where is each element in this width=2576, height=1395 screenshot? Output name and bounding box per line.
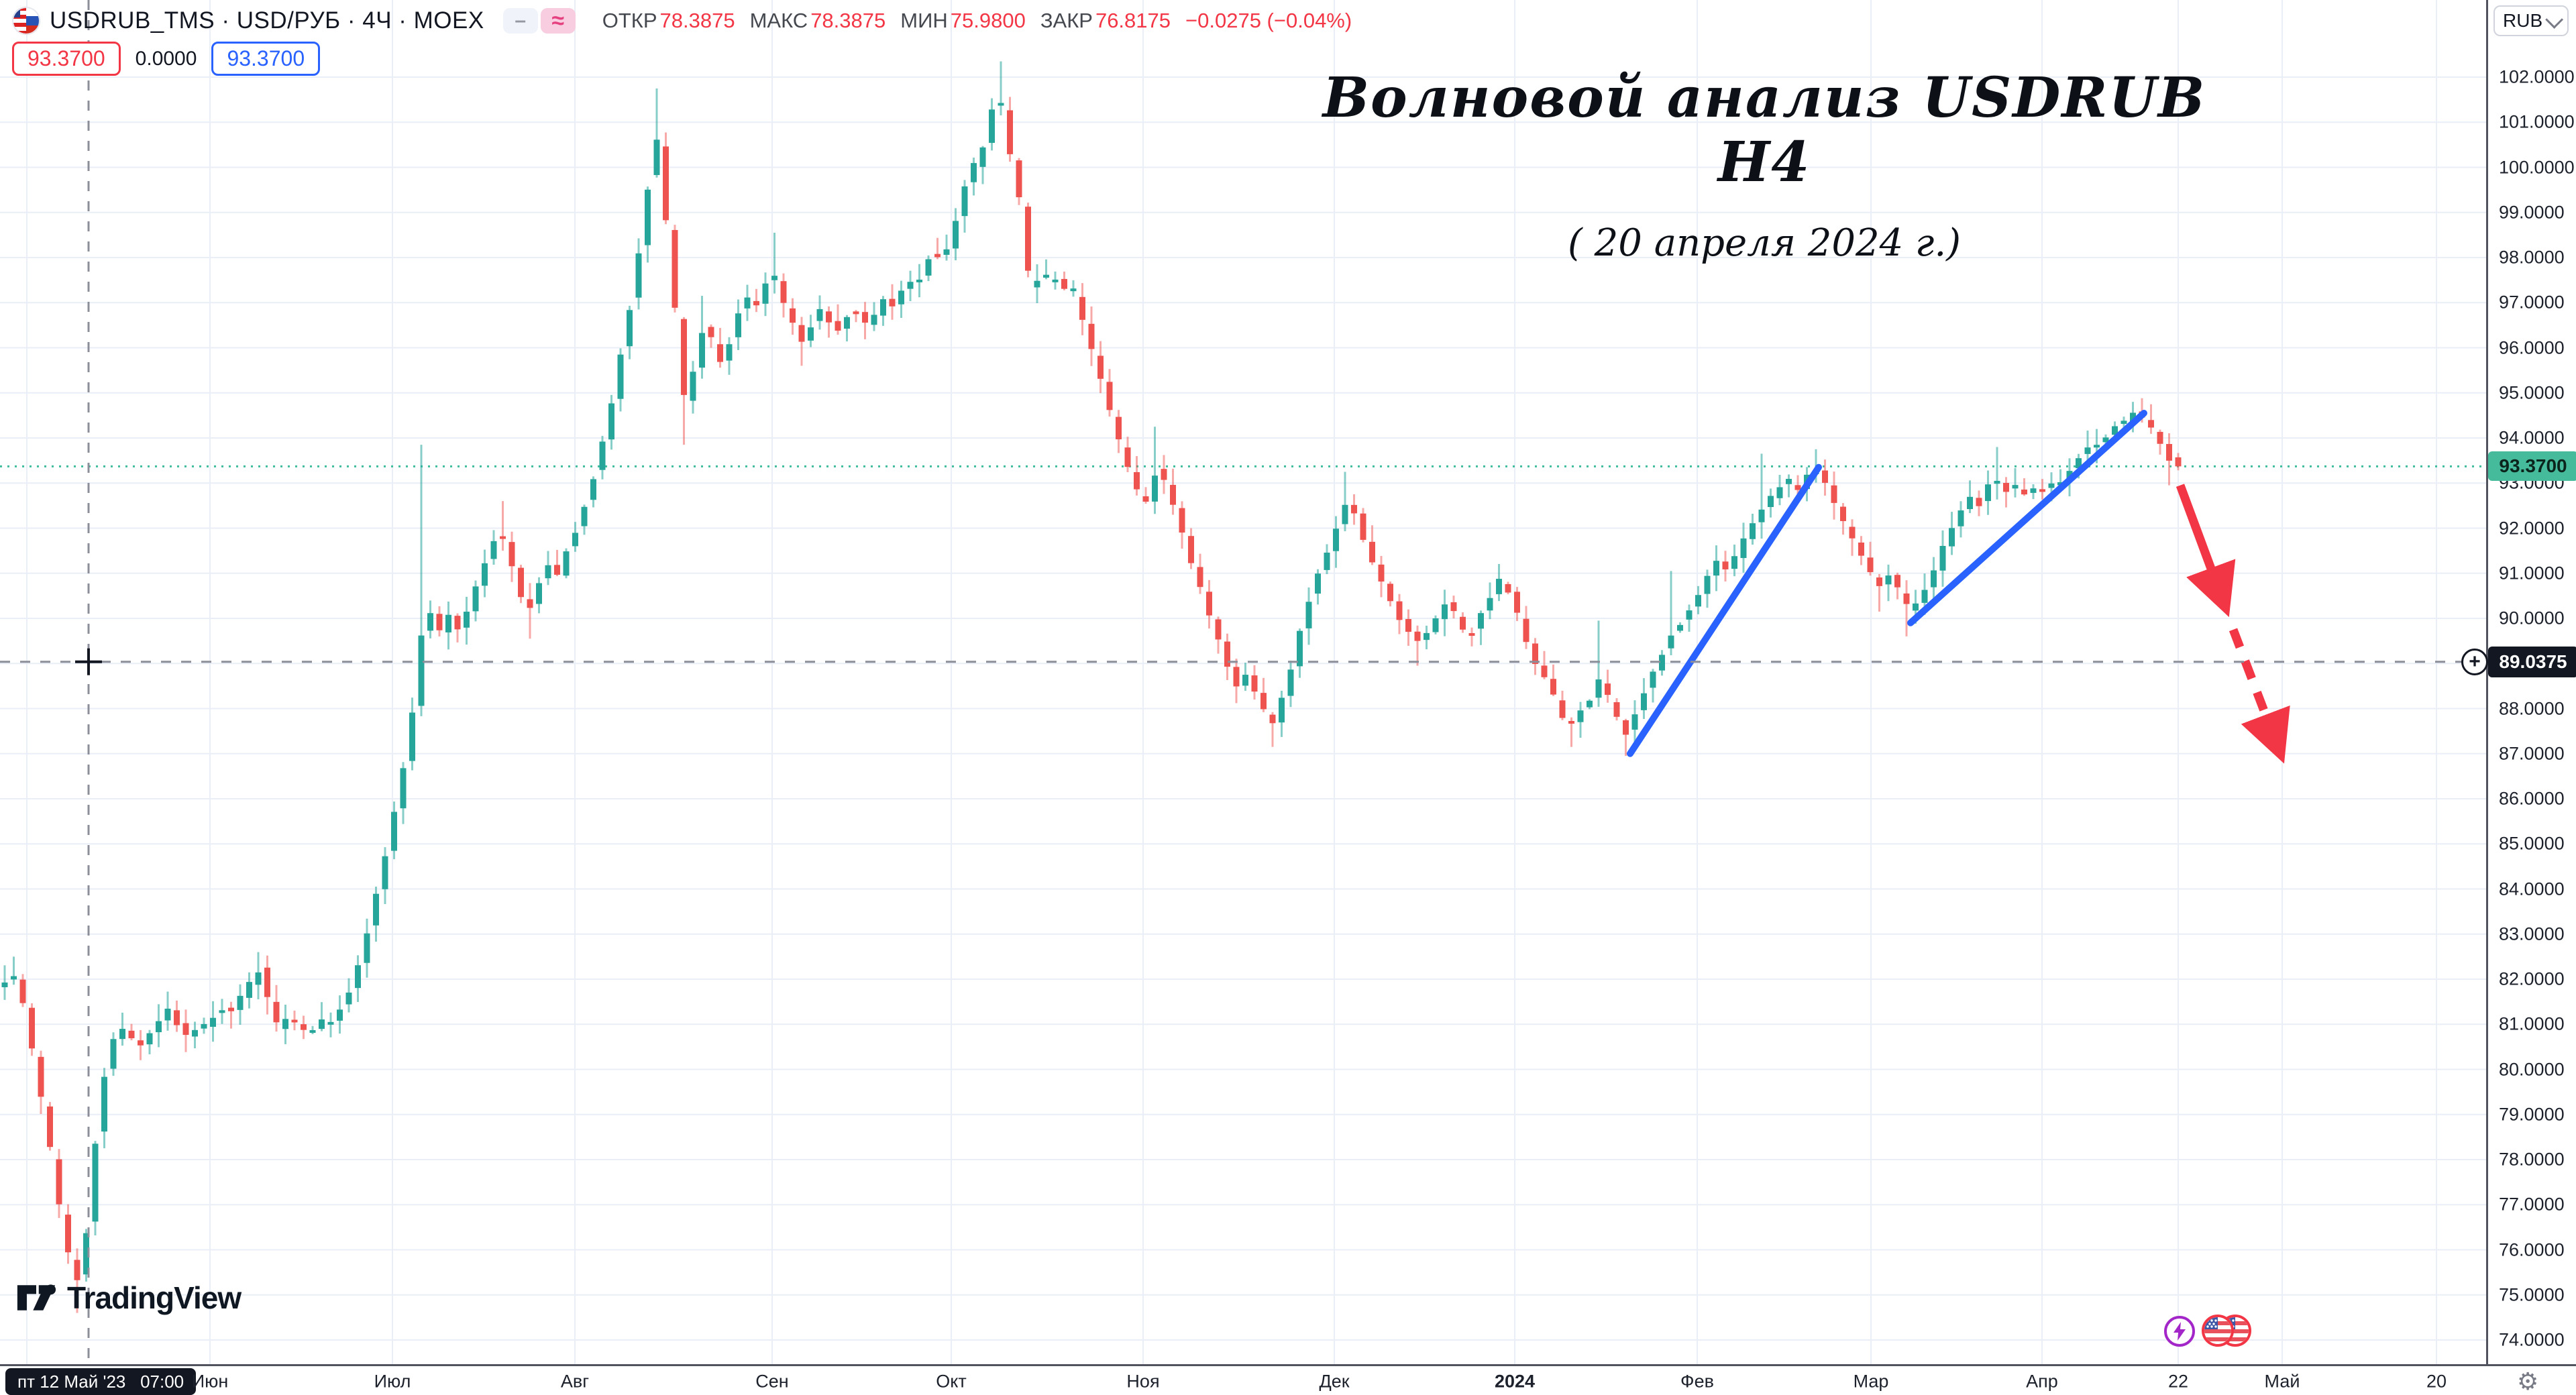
gear-icon[interactable]: ⚙ <box>2517 1368 2539 1395</box>
price-tick-label: 94.0000 <box>2499 427 2565 448</box>
time-tick-label[interactable]: Июл <box>374 1371 411 1392</box>
instant-order-lightning-icon[interactable] <box>2164 1316 2195 1347</box>
price-tick-label: 85.0000 <box>2499 833 2565 854</box>
time-tick-label[interactable]: 20 <box>2426 1371 2447 1392</box>
high-value: 78.3875 <box>810 9 886 32</box>
low-label: МИН <box>900 9 948 32</box>
time-tick-label[interactable]: Дек <box>1319 1371 1350 1392</box>
price-tick-label: 101.0000 <box>2499 111 2575 132</box>
price-tick-label: 100.0000 <box>2499 157 2575 177</box>
time-tick-label[interactable]: Апр <box>2026 1371 2058 1392</box>
currency-selector[interactable]: RUB <box>2493 5 2569 36</box>
price-tick-label: 77.0000 <box>2499 1194 2565 1215</box>
time-tick-label[interactable]: 22 <box>2167 1371 2189 1392</box>
tradingview-logo-icon <box>16 1280 56 1315</box>
time-tick-label[interactable]: 2024 <box>1494 1371 1536 1392</box>
wave-analysis-title: Волновой анализ USDRUB H4 <box>1322 66 2206 194</box>
close-label: ЗАКР <box>1040 9 1093 32</box>
low-value: 75.9800 <box>950 9 1026 32</box>
forecast-arrow-solid[interactable] <box>2176 484 2236 618</box>
ohlc-readout: ОТКР 78.3875 МАКС 78.3875 МИН 75.9800 ЗАКР 7… <box>602 9 1352 33</box>
price-tick-label: 99.0000 <box>2499 202 2565 223</box>
price-tick-label: 97.0000 <box>2499 292 2565 313</box>
price-tick-label: 79.0000 <box>2499 1104 2565 1125</box>
spread-value: 0.0000 <box>135 47 197 70</box>
ask-price-button[interactable]: 93.3700 <box>211 42 321 76</box>
change-value: −0.0275 (−0.04%) <box>1185 9 1352 32</box>
chart-header: USDRUB_TMS · USD/РУБ · 4Ч · MOEX – ≈ ОТК… <box>12 7 1352 35</box>
price-tick-label: 91.0000 <box>2499 563 2565 583</box>
price-tick-label: 82.0000 <box>2499 968 2565 989</box>
bid-price-button[interactable]: 93.3700 <box>12 42 121 76</box>
bid-ask-row: 93.3700 0.0000 93.3700 <box>12 42 321 76</box>
time-tick-label[interactable]: Сен <box>755 1371 789 1392</box>
trendline-2[interactable] <box>1907 410 2147 626</box>
currency-label: RUB <box>2503 10 2543 31</box>
minimize-toggle-button[interactable]: – <box>502 8 538 34</box>
approx-toggle-button[interactable]: ≈ <box>540 8 576 34</box>
price-tick-label: 84.0000 <box>2499 879 2565 899</box>
time-tick-label[interactable]: Фев <box>1680 1371 1714 1392</box>
price-tick-label: 74.0000 <box>2499 1329 2565 1350</box>
time-tick-label[interactable]: Авг <box>560 1371 590 1392</box>
symbol-title[interactable]: USDRUB_TMS · USD/РУБ · 4Ч · MOEX <box>50 7 484 34</box>
price-axis[interactable]: RUB 102.0000 101.0000 100.0000 99.0000 98.00… <box>2461 0 2576 1364</box>
chevron-down-icon <box>2545 10 2564 29</box>
high-label: МАКС <box>749 9 808 32</box>
chart-mode-toggle: – ≈ <box>502 8 576 34</box>
time-tick-label[interactable]: Окт <box>936 1371 967 1392</box>
price-tick-label: 98.0000 <box>2499 247 2565 268</box>
time-tick-label[interactable]: Июн <box>191 1371 229 1392</box>
crosshair-time-badge: пт 12 Май '23 07:00 <box>5 1368 197 1395</box>
price-tick-label: 96.0000 <box>2499 337 2565 357</box>
last-price-badge: 93.3700 <box>2488 451 2576 482</box>
time-tick-label[interactable]: Мар <box>1853 1371 1889 1392</box>
price-tick-label: 92.0000 <box>2499 518 2565 538</box>
price-tick-label: 81.0000 <box>2499 1013 2565 1034</box>
trendline-1[interactable] <box>1627 463 1822 757</box>
price-tick-label: 80.0000 <box>2499 1059 2565 1079</box>
price-tick-label: 78.0000 <box>2499 1149 2565 1170</box>
open-label: ОТКР <box>602 9 657 32</box>
time-axis[interactable]: пт 12 Май '23 07:00 Июн Июл Авг Сен Окт Ноя Де… <box>0 1364 2576 1395</box>
price-tick-label: 76.0000 <box>2499 1239 2565 1260</box>
crosshair-price-badge: 89.0375 <box>2488 646 2576 677</box>
add-alert-plus-icon[interactable]: + <box>2461 648 2488 675</box>
price-tick-label: 87.0000 <box>2499 743 2565 764</box>
price-tick-label: 90.0000 <box>2499 608 2565 628</box>
tradingview-logo-text: TradingView <box>67 1280 241 1315</box>
instrument-flags-icon[interactable] <box>2202 1315 2255 1348</box>
time-tick-label[interactable]: Ноя <box>1126 1371 1160 1392</box>
candlestick-plot[interactable] <box>0 0 2486 1364</box>
price-tick-label: 83.0000 <box>2499 924 2565 944</box>
usd-rub-flag-icon <box>12 7 40 35</box>
wave-analysis-date: ( 20 апреля 2024 г.) <box>1568 221 1961 265</box>
candles <box>1 61 2182 1313</box>
price-tick-label: 86.0000 <box>2499 788 2565 809</box>
open-value: 78.3875 <box>659 9 735 32</box>
flag-front-icon <box>2202 1315 2234 1347</box>
close-value: 76.8175 <box>1095 9 1171 32</box>
chart-canvas[interactable]: Волновой анализ USDRUB H4 ( 20 апреля 20… <box>0 0 2486 1364</box>
price-tick-label: 102.0000 <box>2499 66 2575 87</box>
grid <box>0 0 2486 1364</box>
forecast-arrow-dashed[interactable] <box>2229 628 2290 764</box>
price-tick-label: 75.0000 <box>2499 1284 2565 1305</box>
price-tick-label: 95.0000 <box>2499 382 2565 403</box>
tradingview-logo[interactable]: TradingView <box>16 1280 241 1316</box>
price-tick-label: 88.0000 <box>2499 698 2565 718</box>
time-tick-label[interactable]: Май <box>2264 1371 2300 1392</box>
